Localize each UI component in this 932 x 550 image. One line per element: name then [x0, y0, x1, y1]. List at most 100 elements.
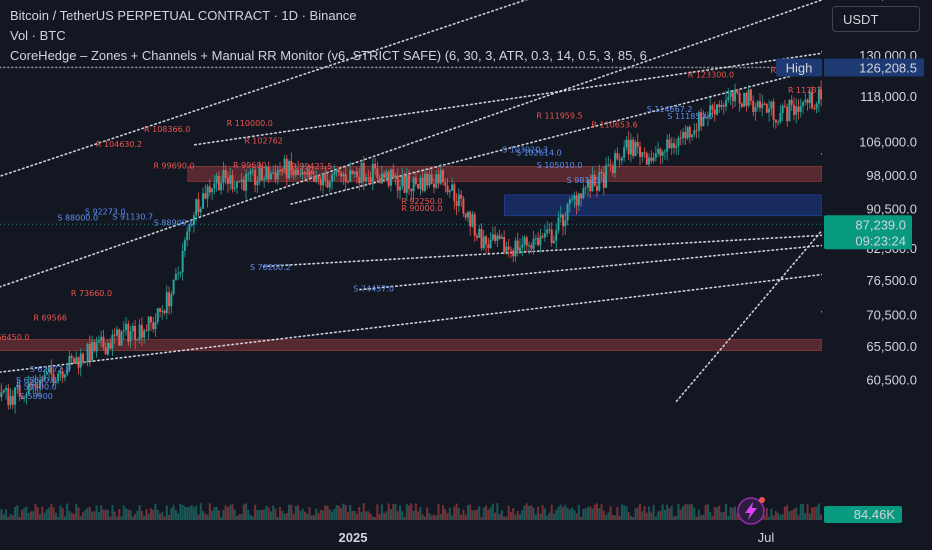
candle-body — [634, 142, 637, 157]
candle-body — [0, 392, 3, 397]
candle-body — [797, 106, 800, 112]
volume-bar — [269, 511, 272, 520]
candle-body — [519, 247, 522, 251]
candle-body — [711, 105, 714, 110]
volume-bar — [353, 511, 356, 520]
candle-body — [177, 273, 180, 275]
candle-body — [412, 177, 415, 192]
volume-bar — [263, 509, 266, 520]
candle-body — [374, 163, 377, 169]
volume-bar — [63, 516, 66, 520]
high-value-badge — [824, 58, 924, 77]
candle-body — [68, 355, 71, 371]
candle-body — [91, 342, 94, 361]
volume-bar — [700, 515, 703, 520]
candle-body — [675, 145, 678, 148]
candle-body — [120, 331, 123, 346]
candle-body — [682, 132, 685, 139]
volume-bar — [238, 514, 241, 520]
volume-bar — [709, 511, 712, 520]
symbol-title[interactable]: Bitcoin / TetherUS PERPETUAL CONTRACT · … — [10, 8, 357, 23]
volume-bar — [682, 506, 685, 520]
candle-body — [337, 169, 340, 173]
volume-bar — [702, 514, 705, 520]
volume-bar — [267, 507, 270, 520]
channel-line-5 — [359, 244, 822, 291]
candle-body — [643, 152, 646, 154]
volume-bar — [95, 505, 98, 520]
indicator-label[interactable]: CoreHedge – Zones + Channels + Manual RR… — [10, 48, 647, 63]
volume-bar — [317, 513, 320, 520]
volume-bar — [2, 514, 5, 520]
volume-bar — [514, 514, 517, 520]
high-label-text: High — [786, 60, 813, 75]
price-tick-label: 106,000.0 — [859, 135, 917, 150]
candle-body — [725, 99, 728, 107]
candle-body — [414, 177, 417, 184]
volume-bar — [14, 506, 17, 520]
volume-bar — [299, 511, 302, 520]
volume-bar — [650, 512, 653, 520]
volume-bar — [389, 509, 392, 520]
candle-body — [308, 172, 311, 177]
volume-label[interactable]: Vol · BTC — [10, 28, 66, 43]
candle-body — [475, 235, 478, 238]
candle-body — [143, 330, 146, 338]
candle-body — [541, 236, 544, 238]
candle-body — [256, 181, 259, 186]
candle-body — [763, 103, 766, 105]
volume-bar — [453, 506, 456, 520]
candle-body — [247, 173, 250, 175]
volume-bar — [711, 515, 714, 520]
candle-body — [245, 174, 248, 191]
candle-body — [362, 162, 365, 182]
candle-body — [496, 235, 499, 241]
candle-body — [152, 322, 155, 330]
volume-bar — [179, 503, 182, 520]
candle-body — [70, 355, 73, 359]
volume-bar — [136, 510, 139, 520]
candle-body — [636, 142, 639, 147]
volume-bar — [607, 512, 610, 520]
volume-bar — [294, 505, 297, 520]
candle-body — [743, 92, 746, 107]
volume-bar — [623, 505, 626, 520]
candle-body — [564, 220, 567, 227]
volume-bar — [233, 509, 236, 520]
candle-body — [269, 173, 272, 180]
volume-bar — [677, 504, 680, 520]
volume-bar — [260, 510, 263, 520]
volume-bar — [573, 509, 576, 520]
resistance-label: R 69566 — [33, 313, 67, 322]
candle-body — [161, 310, 164, 312]
volume-bar — [559, 504, 562, 520]
candle-body — [448, 190, 451, 193]
candle-body — [251, 170, 254, 172]
candle-body — [25, 393, 28, 398]
candle-body — [453, 184, 456, 202]
resistance-label: R 99690 — [233, 161, 267, 170]
volume-bar — [600, 504, 603, 520]
resistance-label: R 102762 — [244, 137, 283, 146]
volume-bar — [401, 511, 404, 520]
current-price-text: 87,239.0 — [855, 217, 906, 232]
volume-bar — [781, 514, 784, 520]
volume-bar — [770, 508, 773, 520]
currency-button[interactable]: USDT — [832, 6, 920, 32]
candle-body — [156, 308, 159, 323]
candle-body — [684, 132, 687, 139]
volume-bar — [215, 506, 218, 520]
volume-bar — [627, 512, 630, 520]
candle-body — [346, 181, 349, 183]
volume-bar — [217, 510, 220, 520]
candle-body — [451, 184, 454, 191]
candle-body — [815, 103, 818, 109]
volume-bar — [813, 506, 816, 520]
lightning-icon[interactable] — [737, 497, 765, 525]
volume-bar — [466, 504, 469, 520]
volume-bar — [378, 514, 381, 520]
candle-body — [84, 361, 87, 363]
volume-bar — [170, 507, 173, 520]
candle-body — [417, 183, 420, 189]
